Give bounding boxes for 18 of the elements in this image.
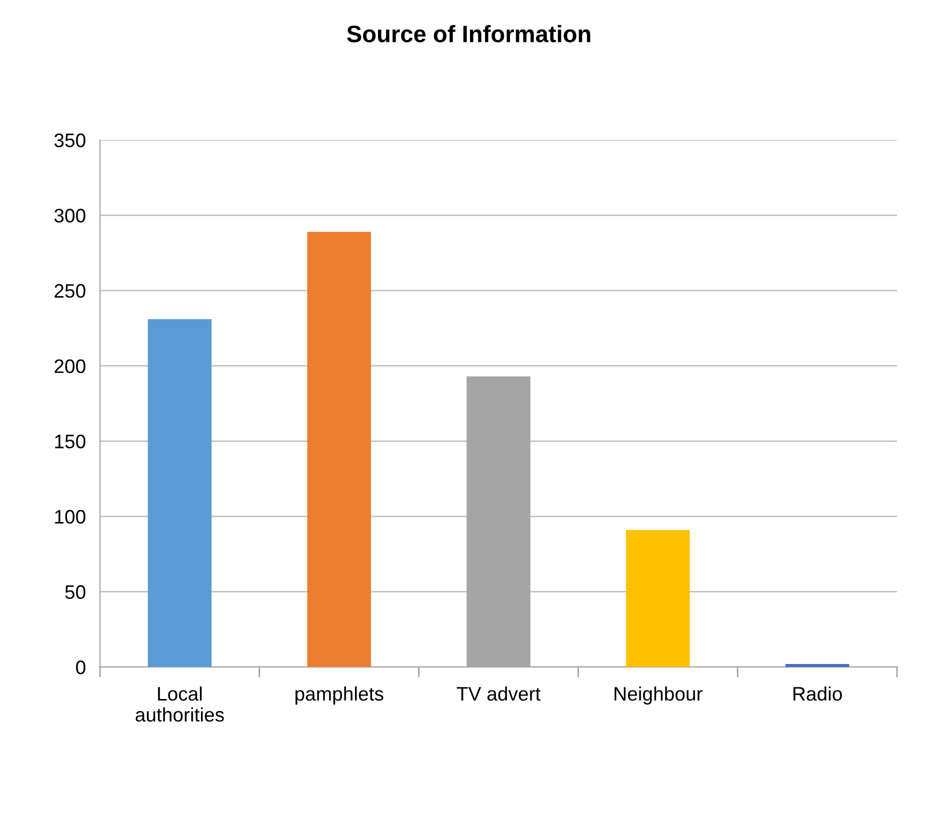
y-tick-label: 100	[55, 510, 86, 524]
y-tick-label: 200	[54, 359, 86, 374]
bar	[626, 530, 690, 667]
bar	[785, 664, 850, 667]
y-tick-label: 150	[55, 434, 86, 448]
y-tick-label: 250	[54, 284, 86, 298]
chart-title: Source of Information	[347, 24, 590, 42]
y-tick-label: 350	[54, 133, 86, 148]
bar	[307, 232, 371, 667]
x-tick-label: TV advert	[456, 686, 541, 701]
x-tick-label: pamphlets	[296, 686, 384, 705]
y-tick-label: 50	[65, 585, 86, 599]
x-tick-label: Local authorities	[136, 686, 224, 722]
y-tick-label: 0	[76, 660, 86, 674]
bar	[148, 319, 212, 667]
y-tick-label: 300	[54, 208, 86, 223]
x-tick-label: Radio	[793, 686, 842, 701]
x-tick-label: Neighbour	[614, 686, 702, 705]
